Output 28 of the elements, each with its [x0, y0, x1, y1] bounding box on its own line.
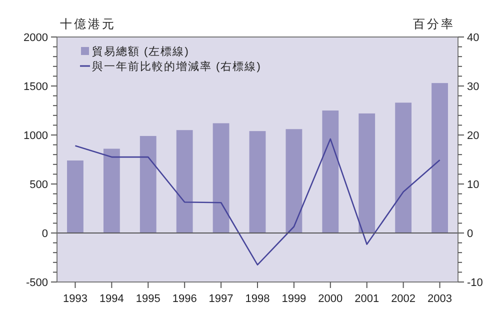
- x-tick-label: 1995: [136, 293, 160, 305]
- y2-tick-label: 0: [467, 228, 474, 240]
- legend-item: 貿易總額 (左標線): [81, 46, 190, 58]
- y-tick-label: 2000: [24, 32, 48, 44]
- x-tick-label: 1996: [172, 293, 197, 305]
- y2-tick-label: 40: [467, 32, 480, 44]
- x-tick-label: 1997: [208, 293, 234, 305]
- x-tick-label: 2003: [428, 293, 452, 305]
- x-tick-label: 2000: [318, 293, 343, 305]
- x-tick-label: 1998: [245, 293, 270, 305]
- x-tick-label: 1994: [99, 293, 124, 305]
- y-tick-label: -500: [26, 277, 48, 289]
- y-tick-label: 500: [30, 179, 48, 191]
- y-axis-title: 十億港元: [60, 17, 116, 31]
- x-tick-label: 2002: [391, 293, 416, 305]
- x-tick-label: 2001: [354, 293, 380, 305]
- y2-axis-title: 百分率: [413, 17, 455, 31]
- legend-item: 與一年前比較的增減率 (右標線): [80, 61, 262, 73]
- x-tick-label: 1999: [282, 293, 306, 305]
- y-tick-label: 1500: [24, 81, 48, 93]
- y2-tick-label: -10: [467, 277, 483, 289]
- x-tick-label: 1993: [62, 293, 88, 305]
- y2-tick-label: 30: [467, 81, 480, 93]
- y2-tick-label: 10: [467, 179, 480, 191]
- y-tick-label: 0: [42, 228, 48, 240]
- legend-label: 貿易總額 (左標線): [92, 45, 190, 58]
- y2-tick-label: 20: [467, 130, 480, 142]
- y-tick-label: 1000: [24, 130, 48, 142]
